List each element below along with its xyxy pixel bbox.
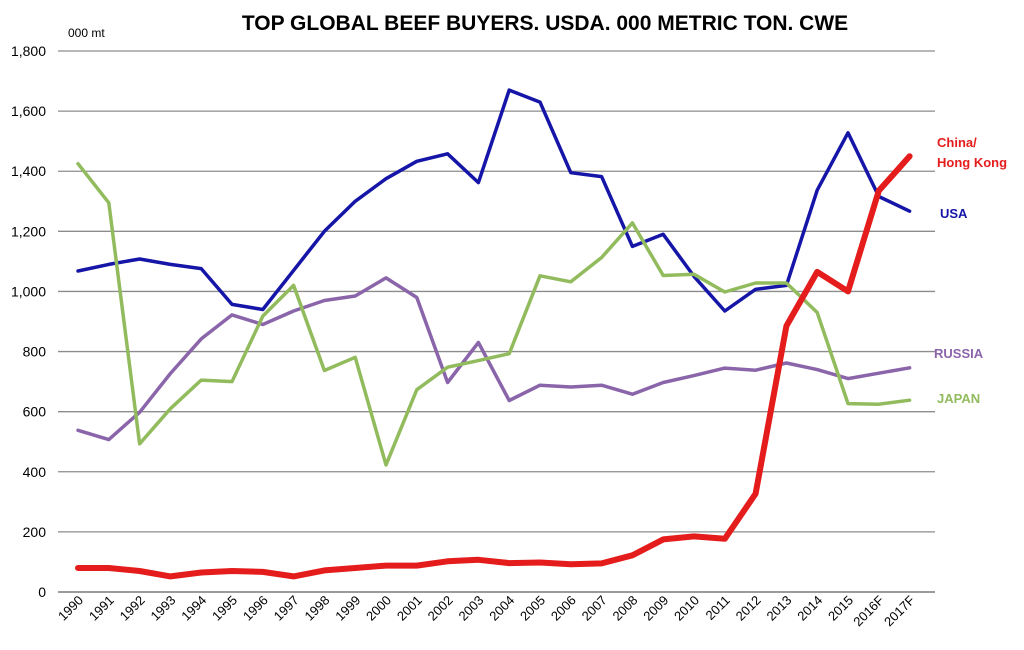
series-line-china-hong-kong: [75, 153, 913, 580]
x-tick-label: 2010: [671, 593, 702, 624]
x-tick-label: 1998: [301, 593, 332, 624]
x-tick-label: 2007: [579, 593, 610, 624]
x-tick-label: 1991: [86, 593, 117, 624]
series-line-usa: [76, 88, 912, 313]
x-tick-label: 2004: [486, 593, 517, 624]
y-axis-ticks: 0 200 400 600 800 1,000 1,200 1,400 1,600 1,800: [11, 43, 46, 600]
x-tick-label: 2013: [763, 593, 794, 624]
series-label-usa: USA: [940, 206, 968, 221]
x-tick-label: 2000: [363, 593, 394, 624]
x-tick-label: 1994: [178, 593, 209, 624]
x-tick-label: 1996: [240, 593, 271, 624]
y-tick-label: 200: [23, 524, 47, 540]
series-labels: USA RUSSIA JAPAN China/Hong Kong: [934, 135, 1007, 406]
series-label-japan: JAPAN: [937, 391, 980, 406]
x-tick-label: 2003: [455, 593, 486, 624]
y-tick-label: 1,800: [11, 43, 46, 59]
series-label-china-hong-kong: China/: [937, 135, 977, 150]
unit-label: 000 mt: [68, 26, 105, 40]
series-label-russia: RUSSIA: [934, 346, 984, 361]
x-tick-label: 2001: [394, 593, 425, 624]
x-tick-label: 2005: [517, 593, 548, 624]
x-tick-label: 2014: [794, 593, 825, 624]
x-tick-label: 2002: [425, 593, 456, 624]
chart-title: TOP GLOBAL BEEF BUYERS. USDA. 000 METRIC…: [242, 12, 848, 35]
y-tick-label: 1,200: [11, 223, 46, 239]
x-tick-label: 2016F: [850, 592, 887, 629]
x-tick-label: 2017F: [881, 592, 918, 629]
x-tick-label: 2012: [733, 593, 764, 624]
x-tick-label: 2006: [548, 593, 579, 624]
x-tick-label: 1992: [117, 593, 148, 624]
x-tick-label: 2009: [640, 593, 671, 624]
y-tick-label: 1,600: [11, 103, 46, 119]
x-axis-ticks: 1990 1991 1992 1993 1994 1995 1996 1997 1998 1999…: [55, 592, 918, 629]
y-tick-label: 400: [23, 464, 47, 480]
y-tick-label: 800: [23, 344, 47, 360]
grid: [58, 50, 935, 533]
x-tick-label: 2008: [609, 593, 640, 624]
x-tick-label: 1995: [209, 593, 240, 624]
series-line-russia: [76, 276, 912, 442]
x-tick-label: 1999: [332, 593, 363, 624]
series-lines: [75, 88, 913, 580]
series-label-china-hong-kong: Hong Kong: [937, 155, 1007, 170]
x-tick-label: 1993: [147, 593, 178, 624]
series-line-japan: [76, 161, 912, 467]
y-tick-label: 600: [23, 404, 47, 420]
x-tick-label: 2011: [703, 593, 733, 623]
x-tick-label: 1990: [55, 593, 86, 624]
x-tick-label: 1997: [271, 593, 302, 624]
y-tick-label: 1,000: [11, 283, 46, 299]
y-tick-label: 0: [38, 584, 46, 600]
y-tick-label: 1,400: [11, 163, 46, 179]
